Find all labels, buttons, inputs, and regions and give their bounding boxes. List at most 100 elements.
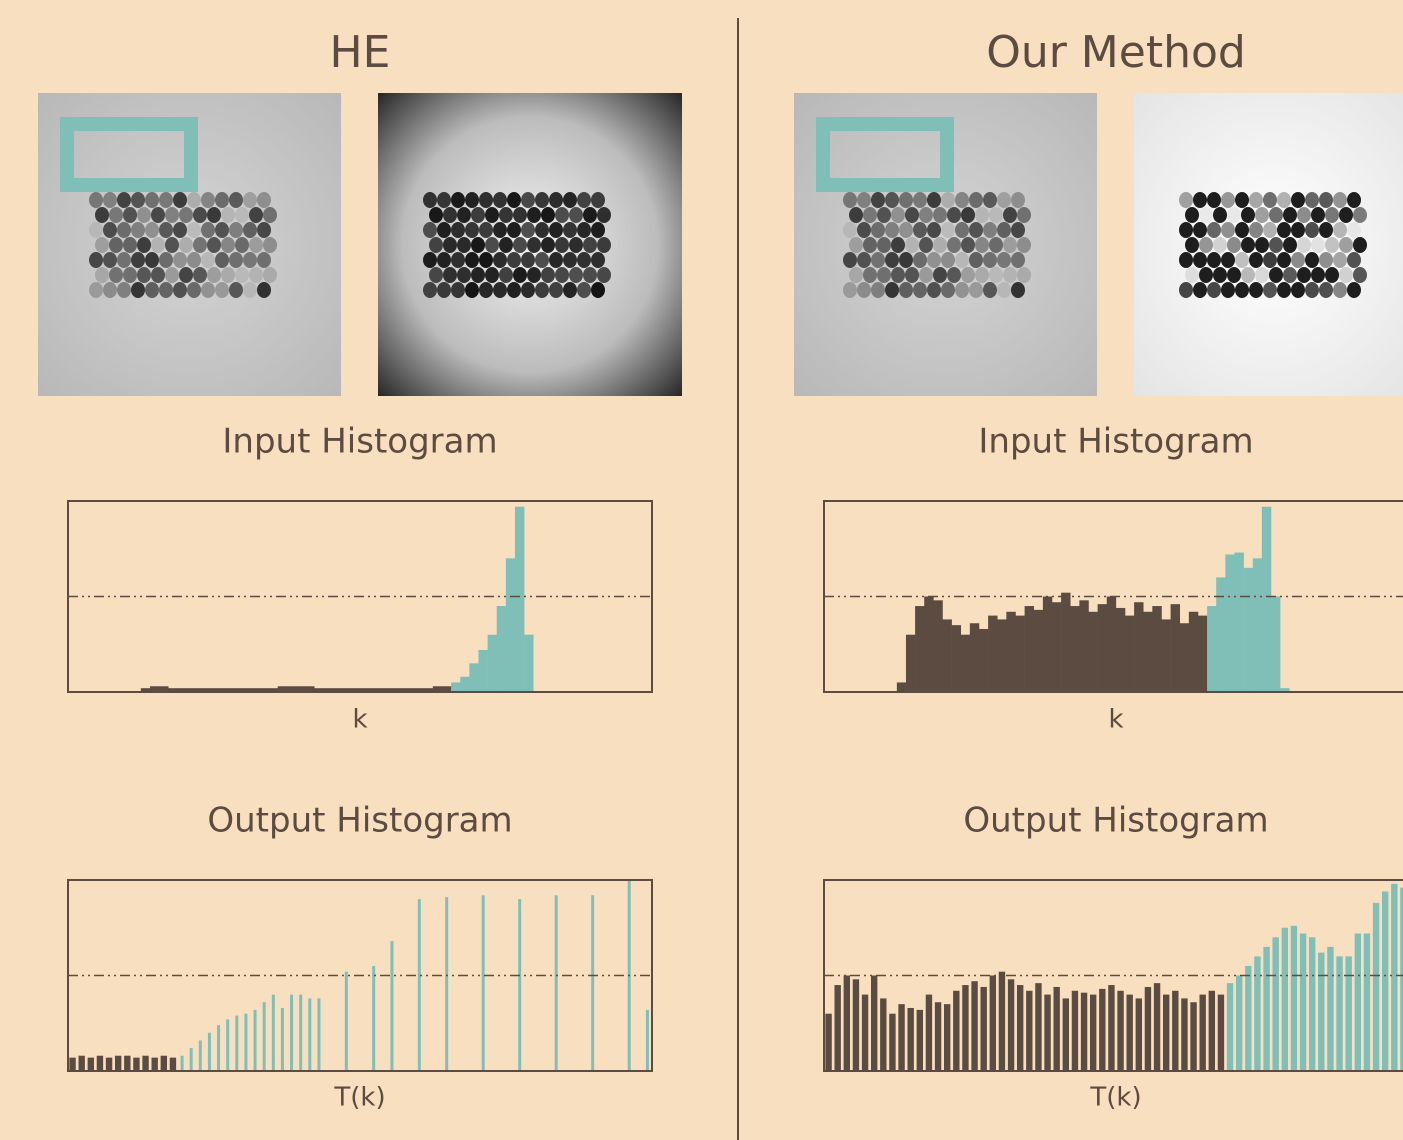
- histogram-bar: [133, 1058, 139, 1071]
- histogram-bar: [988, 616, 997, 692]
- bean: [899, 282, 913, 298]
- bean: [885, 252, 899, 268]
- bean: [451, 222, 465, 238]
- bean: [535, 282, 549, 298]
- bean: [1305, 192, 1319, 208]
- histogram-bar: [1282, 928, 1288, 1071]
- bean: [1263, 222, 1277, 238]
- histogram-bar: [1336, 956, 1342, 1071]
- bean: [131, 282, 145, 298]
- histogram-bar: [970, 623, 979, 692]
- bean: [597, 207, 611, 223]
- bean: [1249, 282, 1263, 298]
- histogram-bar: [272, 995, 275, 1071]
- histogram-bar: [1107, 597, 1116, 693]
- histogram-bar: [1072, 991, 1078, 1071]
- histogram-bar: [1099, 989, 1105, 1071]
- bean: [1011, 282, 1025, 298]
- histogram-bar: [208, 1033, 211, 1071]
- bean: [235, 237, 249, 253]
- bean: [423, 252, 437, 268]
- bean: [1179, 192, 1193, 208]
- bean: [1185, 237, 1199, 253]
- bean: [857, 192, 871, 208]
- bean: [1235, 222, 1249, 238]
- histogram-bar: [1199, 995, 1205, 1071]
- histogram-bar: [1254, 956, 1260, 1071]
- bean: [507, 252, 521, 268]
- bean: [1179, 222, 1193, 238]
- bean: [243, 222, 257, 238]
- bean: [507, 282, 521, 298]
- histogram-bar: [115, 1056, 121, 1071]
- bean: [843, 252, 857, 268]
- histogram-bar: [254, 1010, 257, 1071]
- bean: [521, 252, 535, 268]
- bean: [597, 237, 611, 253]
- bean: [1235, 282, 1249, 298]
- histogram-bar: [506, 558, 515, 692]
- bean: [941, 192, 955, 208]
- bean: [173, 282, 187, 298]
- histogram-bar: [1382, 891, 1388, 1071]
- histogram-bar: [1163, 995, 1169, 1071]
- bean: [1297, 207, 1311, 223]
- bean: [941, 222, 955, 238]
- histogram-bar: [217, 1025, 220, 1071]
- histogram-bar: [917, 1010, 923, 1071]
- bean: [913, 222, 927, 238]
- bean: [583, 207, 597, 223]
- bean: [591, 252, 605, 268]
- bean: [905, 207, 919, 223]
- bean: [1003, 237, 1017, 253]
- bean: [927, 222, 941, 238]
- bean: [541, 267, 555, 283]
- bean: [871, 192, 885, 208]
- histogram-bar: [1262, 507, 1271, 692]
- bean: [1241, 207, 1255, 223]
- bean: [1003, 267, 1017, 283]
- bean: [541, 207, 555, 223]
- bean: [927, 282, 941, 298]
- bean: [117, 192, 131, 208]
- bean: [569, 267, 583, 283]
- histogram-bar: [980, 987, 986, 1071]
- histogram-bar: [1216, 577, 1225, 692]
- bean: [913, 252, 927, 268]
- histogram-bar: [1236, 976, 1242, 1072]
- bean: [913, 192, 927, 208]
- bean: [975, 207, 989, 223]
- histogram-bar: [1134, 602, 1143, 692]
- bean: [1297, 267, 1311, 283]
- bean: [1347, 252, 1361, 268]
- bean: [955, 252, 969, 268]
- bean: [215, 282, 229, 298]
- bean: [961, 267, 975, 283]
- histogram-bar: [181, 1056, 184, 1071]
- bean: [89, 192, 103, 208]
- bean: [471, 267, 485, 283]
- histogram-bar: [1043, 597, 1052, 693]
- bean: [919, 237, 933, 253]
- histogram-bar: [1227, 983, 1233, 1071]
- bean: [485, 207, 499, 223]
- bean: [1213, 267, 1227, 283]
- histogram-bar: [478, 650, 487, 692]
- bean: [969, 282, 983, 298]
- histogram-bar: [1090, 995, 1096, 1071]
- bean: [1311, 207, 1325, 223]
- bean: [947, 267, 961, 283]
- histogram-bar: [1143, 612, 1152, 692]
- histogram-bar: [1234, 553, 1243, 692]
- bean: [89, 252, 103, 268]
- bean: [1207, 192, 1221, 208]
- x-axis-label: T(k): [1089, 1083, 1141, 1113]
- bean: [583, 267, 597, 283]
- bean: [229, 192, 243, 208]
- histogram-bar: [1172, 991, 1178, 1071]
- histogram-bar: [1218, 995, 1224, 1071]
- bean: [905, 267, 919, 283]
- histogram-bar: [451, 682, 460, 692]
- bean: [193, 267, 207, 283]
- bean: [471, 207, 485, 223]
